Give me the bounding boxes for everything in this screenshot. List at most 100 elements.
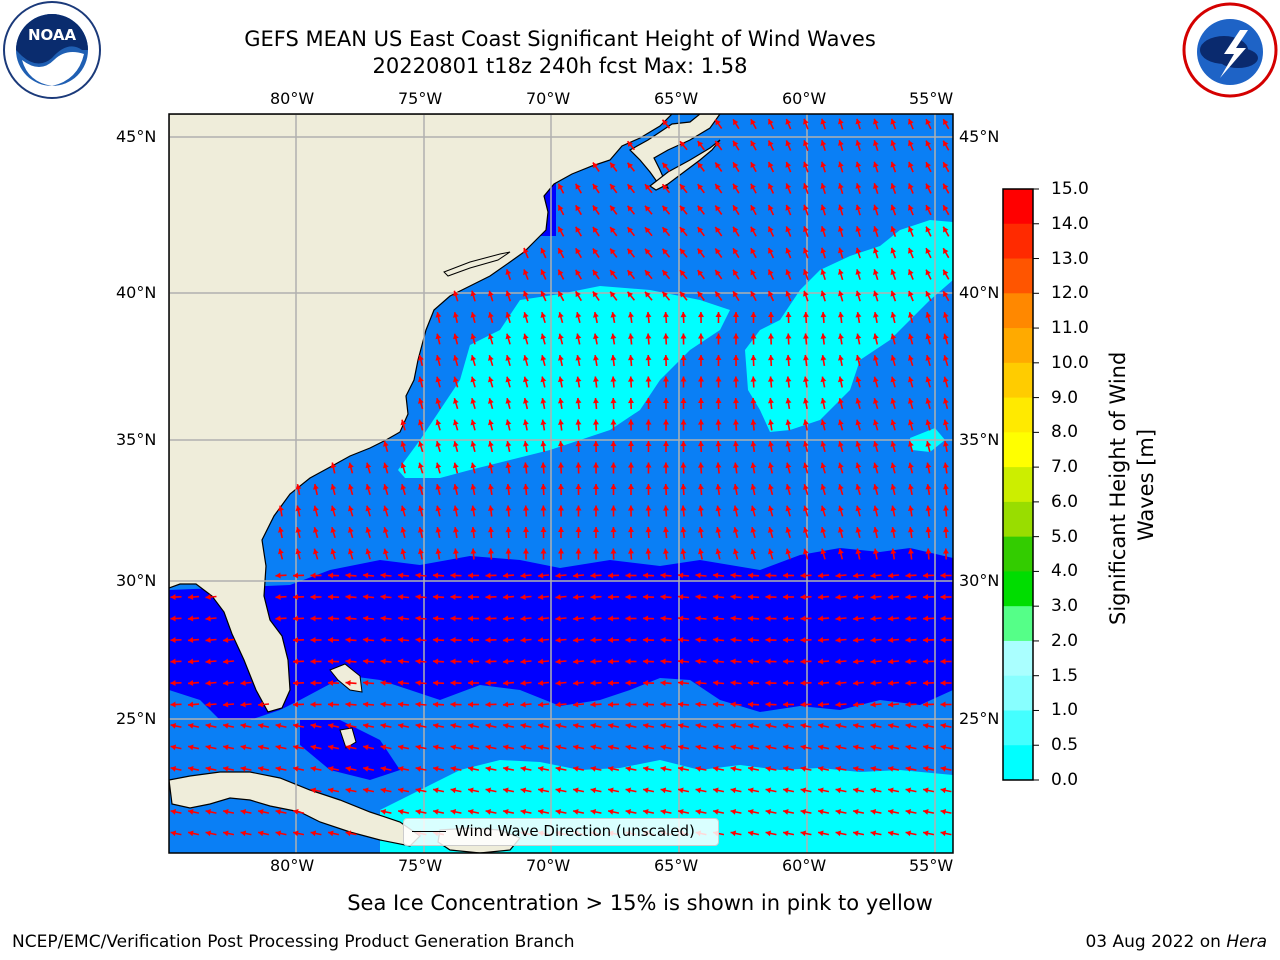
wind-wave-arrowhead xyxy=(645,419,652,425)
wind-wave-arrowhead xyxy=(925,376,932,383)
chart-subtitle: 20220801 t18z 240h fcst Max: 1.58 xyxy=(372,54,748,78)
wind-wave-arrowhead xyxy=(505,484,512,490)
wind-wave-arrowhead xyxy=(733,312,739,317)
wind-wave-arrowhead xyxy=(573,637,579,643)
wind-wave-arrowhead xyxy=(558,205,564,211)
wind-wave-arrowhead xyxy=(803,290,809,297)
wind-wave-arrowhead xyxy=(925,505,932,511)
wind-wave-arrowhead xyxy=(400,548,407,555)
wind-wave-arrowhead xyxy=(820,140,827,146)
wind-wave-arrowhead xyxy=(383,462,389,469)
wind-wave-arrowhead xyxy=(820,333,827,339)
wind-wave-arrowhead xyxy=(643,615,649,622)
wind-wave-arrowhead xyxy=(503,680,509,686)
colorbar-tick-label: 15.0 xyxy=(1051,179,1089,199)
wind-wave-arrowhead xyxy=(820,484,827,490)
wind-wave-arrowhead xyxy=(873,355,879,361)
wind-wave-arrowhead xyxy=(890,398,897,404)
wind-wave-arrowhead xyxy=(608,637,614,643)
wind-wave-arrowhead xyxy=(785,226,792,233)
wind-wave-arrowhead xyxy=(398,809,404,815)
wind-wave-arrowhead xyxy=(418,355,424,361)
wind-wave-arrowhead xyxy=(610,441,617,446)
wind-wave-arrowhead xyxy=(293,680,299,686)
wind-wave-arrowhead xyxy=(940,830,947,837)
wind-wave-arrowhead xyxy=(853,572,859,579)
wind-wave-arrowhead xyxy=(275,830,282,837)
wind-wave-arrowhead xyxy=(835,744,842,751)
wind-wave-arrowhead xyxy=(838,140,844,146)
wind-wave-arrowhead xyxy=(433,766,439,772)
wind-wave-arrowhead xyxy=(275,615,281,622)
wind-wave-arrowhead xyxy=(943,441,949,447)
wind-wave-arrowhead xyxy=(908,419,914,426)
wind-wave-arrowhead xyxy=(695,637,701,643)
wind-wave-arrowhead xyxy=(485,744,492,751)
wind-wave-arrowhead xyxy=(328,766,334,772)
wind-wave-arrowhead xyxy=(435,484,442,490)
wind-wave-arrowhead xyxy=(645,376,652,382)
wind-wave-arrowhead xyxy=(485,809,492,815)
wind-wave-arrowhead xyxy=(783,658,788,665)
wind-wave-arrowhead xyxy=(628,333,634,339)
wind-wave-arrowhead xyxy=(750,462,757,469)
wind-wave-arrowhead xyxy=(853,594,859,600)
wind-wave-arrowhead xyxy=(453,441,459,447)
wind-wave-arrowhead xyxy=(748,658,754,665)
footer-date: 03 Aug 2022 on Hera xyxy=(1085,932,1267,952)
colorbar-tick-label: 0.0 xyxy=(1051,770,1079,790)
wind-wave-arrowhead xyxy=(697,291,704,298)
wind-wave-arrowhead xyxy=(555,744,562,751)
wind-wave-arrowhead xyxy=(715,355,722,360)
wind-wave-arrowhead xyxy=(450,680,456,686)
wind-wave-arrowhead xyxy=(188,658,194,665)
colorbar-tick-label: 5.0 xyxy=(1051,526,1079,547)
wind-wave-arrowhead xyxy=(730,723,737,729)
wind-wave-arrowhead xyxy=(905,680,911,686)
wind-wave-arrowhead xyxy=(838,333,844,339)
wind-wave-arrowhead xyxy=(555,572,561,579)
wind-wave-arrowhead xyxy=(905,787,912,794)
wind-wave-arrowhead xyxy=(488,290,494,297)
wind-wave-arrowhead xyxy=(748,701,754,708)
wind-wave-arrowhead xyxy=(170,594,176,600)
wind-wave-arrowhead xyxy=(835,787,842,794)
wind-wave-arrowhead xyxy=(240,680,246,686)
wind-wave-arrowhead xyxy=(733,527,739,533)
wind-wave-arrowhead xyxy=(890,333,897,340)
wind-wave-arrowhead xyxy=(890,161,897,168)
wind-wave-arrowhead xyxy=(380,615,386,622)
wind-wave-arrowhead xyxy=(698,527,704,533)
wind-wave-arrowhead xyxy=(363,680,369,686)
wind-wave-arrowhead xyxy=(905,830,912,837)
wind-wave-arrowhead xyxy=(855,484,862,490)
wind-wave-arrowhead xyxy=(908,548,914,554)
wind-wave-arrowhead xyxy=(223,830,229,837)
wind-wave-arrowhead xyxy=(835,594,841,600)
wind-wave-arrowhead xyxy=(803,204,809,211)
wind-wave-arrowhead xyxy=(785,505,792,512)
wind-wave-arrowhead xyxy=(800,766,807,772)
wind-wave-arrowhead xyxy=(503,637,509,643)
wind-wave-arrowhead xyxy=(800,572,806,579)
wind-wave-arrowhead xyxy=(923,594,929,600)
wind-wave-arrowhead xyxy=(415,766,422,772)
wind-wave-arrowhead xyxy=(715,312,722,317)
wind-wave-arrowhead xyxy=(835,830,842,837)
wind-wave-arrowhead xyxy=(873,290,879,297)
wind-wave-arrowhead xyxy=(943,205,949,211)
wind-wave-arrowhead xyxy=(540,376,547,383)
wind-wave-arrowhead xyxy=(803,376,809,382)
wind-wave-arrowhead xyxy=(943,419,949,426)
wind-wave-arrowhead xyxy=(433,594,439,600)
wind-wave-arrowhead xyxy=(418,376,424,383)
wind-wave-arrowhead xyxy=(803,312,809,318)
wind-wave-arrowhead xyxy=(890,505,897,512)
lat-tick-left: 45°N xyxy=(116,127,157,146)
wind-wave-arrowhead xyxy=(415,787,422,794)
wind-wave-arrowhead xyxy=(853,723,859,729)
wind-wave-arrowhead xyxy=(800,637,806,643)
wind-wave-arrowhead xyxy=(593,312,599,318)
wind-wave-arrowhead xyxy=(313,548,319,555)
wind-wave-arrowhead xyxy=(575,505,582,511)
